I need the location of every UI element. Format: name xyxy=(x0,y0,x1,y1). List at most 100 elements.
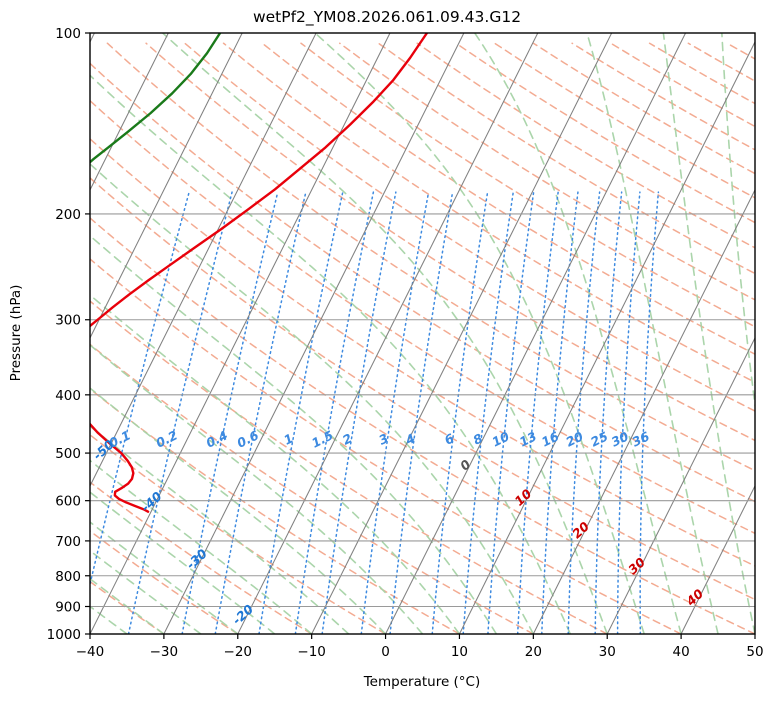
mixing-ratio-1.5 xyxy=(294,191,375,634)
mixing-ratio-0.1 xyxy=(90,191,190,588)
moist-adiabat-15 xyxy=(90,234,498,634)
mixing-ratio-label-13: 13 xyxy=(517,428,539,449)
y-axis-ticks: 100 200 300 400 500 600 700 800 900 1000 xyxy=(47,26,90,643)
moist-adiabat--10 xyxy=(90,459,313,634)
mixing-ratio-label-20: 20 xyxy=(563,428,585,449)
y-tick-label-400: 400 xyxy=(55,388,81,404)
mixing-ratio-20 xyxy=(567,191,601,634)
dry-adiabat-lines xyxy=(90,42,755,634)
x-tick-label-40: 40 xyxy=(673,644,690,660)
isotherm--70 xyxy=(90,33,169,192)
mixing-ratio-label-30: 30 xyxy=(609,428,631,449)
moist-adiabat-55 xyxy=(721,33,755,411)
x-tick-label--20: −20 xyxy=(224,644,253,660)
y-tick-label-800: 800 xyxy=(55,569,81,585)
dry-adiabat-120 xyxy=(184,42,755,412)
mixing-ratio-label-10: 10 xyxy=(489,428,511,449)
y-tick-label-500: 500 xyxy=(55,446,81,462)
dry-adiabat-110 xyxy=(145,42,755,442)
dry-adiabat-50 xyxy=(90,216,755,634)
x-tick-label-10: 10 xyxy=(451,644,468,660)
isotherm-40 xyxy=(680,484,755,634)
x-tick-label-50: 50 xyxy=(746,644,763,660)
y-axis-label: Pressure (hPa) xyxy=(8,285,24,382)
moist-adiabat-50 xyxy=(662,33,755,634)
plot-border xyxy=(89,32,756,635)
dry-adiabat-140 xyxy=(261,42,755,356)
moist-adiabat-45 xyxy=(586,33,719,634)
mixing-ratio-25 xyxy=(594,191,623,634)
mixing-ratio-0.4 xyxy=(181,191,279,634)
moist-adiabat-lines xyxy=(90,33,755,634)
isotherm--60 xyxy=(90,33,243,340)
isotherm--50 xyxy=(90,33,317,488)
mixing-ratio-label-36: 36 xyxy=(630,428,652,449)
moist-adiabat--30 xyxy=(90,577,165,634)
dry-adiabat--10 xyxy=(90,481,313,634)
moist-adiabat-30 xyxy=(161,33,609,634)
mixing-ratio-2 xyxy=(321,191,397,634)
moist-adiabat-40 xyxy=(473,33,682,634)
x-tick-label--10: −10 xyxy=(297,644,326,660)
mixing-ratio-3 xyxy=(360,191,430,634)
mixing-ratio-0.6 xyxy=(214,191,307,634)
mixing-ratio-4 xyxy=(389,191,454,634)
y-tick-label-900: 900 xyxy=(55,599,81,615)
dry-adiabat-90 xyxy=(90,62,755,503)
dry-adiabat-160 xyxy=(338,42,755,301)
profile-temperature xyxy=(90,33,429,513)
dry-adiabat-0 xyxy=(90,433,387,634)
dry-adiabat-30 xyxy=(90,300,608,634)
mixing-ratio-36 xyxy=(639,191,660,634)
moist-adiabat--5 xyxy=(90,425,350,634)
dry-adiabat-60 xyxy=(90,176,755,601)
moist-adiabat-5 xyxy=(90,343,424,634)
mixing-ratio-30 xyxy=(616,191,641,634)
dry-adiabat--20 xyxy=(90,530,239,634)
moist-adiabat-10 xyxy=(90,293,461,634)
dry-adiabat-80 xyxy=(90,99,755,535)
dry-adiabat-10 xyxy=(90,387,461,634)
y-tick-label-200: 200 xyxy=(55,207,81,223)
dry-adiabat-20 xyxy=(90,343,535,634)
moist-adiabat-0 xyxy=(90,387,387,634)
dry-adiabat-70 xyxy=(90,137,755,567)
mixing-ratio-16 xyxy=(541,191,579,634)
x-axis-ticks: −40 −30 −20 −10 0 10 20 30 40 50 xyxy=(76,634,764,660)
isotherm--20 xyxy=(237,33,539,634)
y-tick-label-100: 100 xyxy=(55,26,81,42)
isotherm-0 xyxy=(385,33,687,634)
isobar-lines xyxy=(90,33,755,634)
dry-adiabat--30 xyxy=(90,580,165,634)
sounding-profiles xyxy=(90,33,429,513)
moist-adiabat--25 xyxy=(90,549,202,634)
mixing-ratio-13 xyxy=(516,191,559,634)
x-tick-label-30: 30 xyxy=(599,644,616,660)
page-title: wetPf2_YM08.2026.061.09.43.G12 xyxy=(253,8,521,27)
y-tick-label-700: 700 xyxy=(55,534,81,550)
mixing-ratio-label-25: 25 xyxy=(588,428,610,449)
moist-adiabat-25 xyxy=(90,74,572,634)
isotherm-10 xyxy=(458,40,755,634)
dry-adiabat-40 xyxy=(90,258,682,634)
isotherm--30 xyxy=(163,33,465,634)
y-tick-label-1000: 1000 xyxy=(47,627,81,643)
moist-adiabat-35 xyxy=(314,33,645,634)
isotherm-30 xyxy=(606,336,755,634)
x-tick-label-0: 0 xyxy=(381,644,390,660)
mixing-ratio-10 xyxy=(487,191,535,634)
y-tick-label-300: 300 xyxy=(55,313,81,329)
dry-adiabat-130 xyxy=(222,42,755,384)
mixing-ratio-label-16: 16 xyxy=(539,428,561,449)
moist-adiabat-20 xyxy=(90,162,535,634)
mixing-ratio-6 xyxy=(431,191,489,634)
isotherm--10 xyxy=(311,33,613,634)
x-tick-label-20: 20 xyxy=(525,644,542,660)
isotherm-20 xyxy=(532,188,755,634)
y-tick-label-600: 600 xyxy=(55,494,81,510)
x-tick-label--40: −40 xyxy=(76,644,105,660)
x-tick-label--30: −30 xyxy=(150,644,179,660)
mixing-ratio-8 xyxy=(462,191,514,634)
